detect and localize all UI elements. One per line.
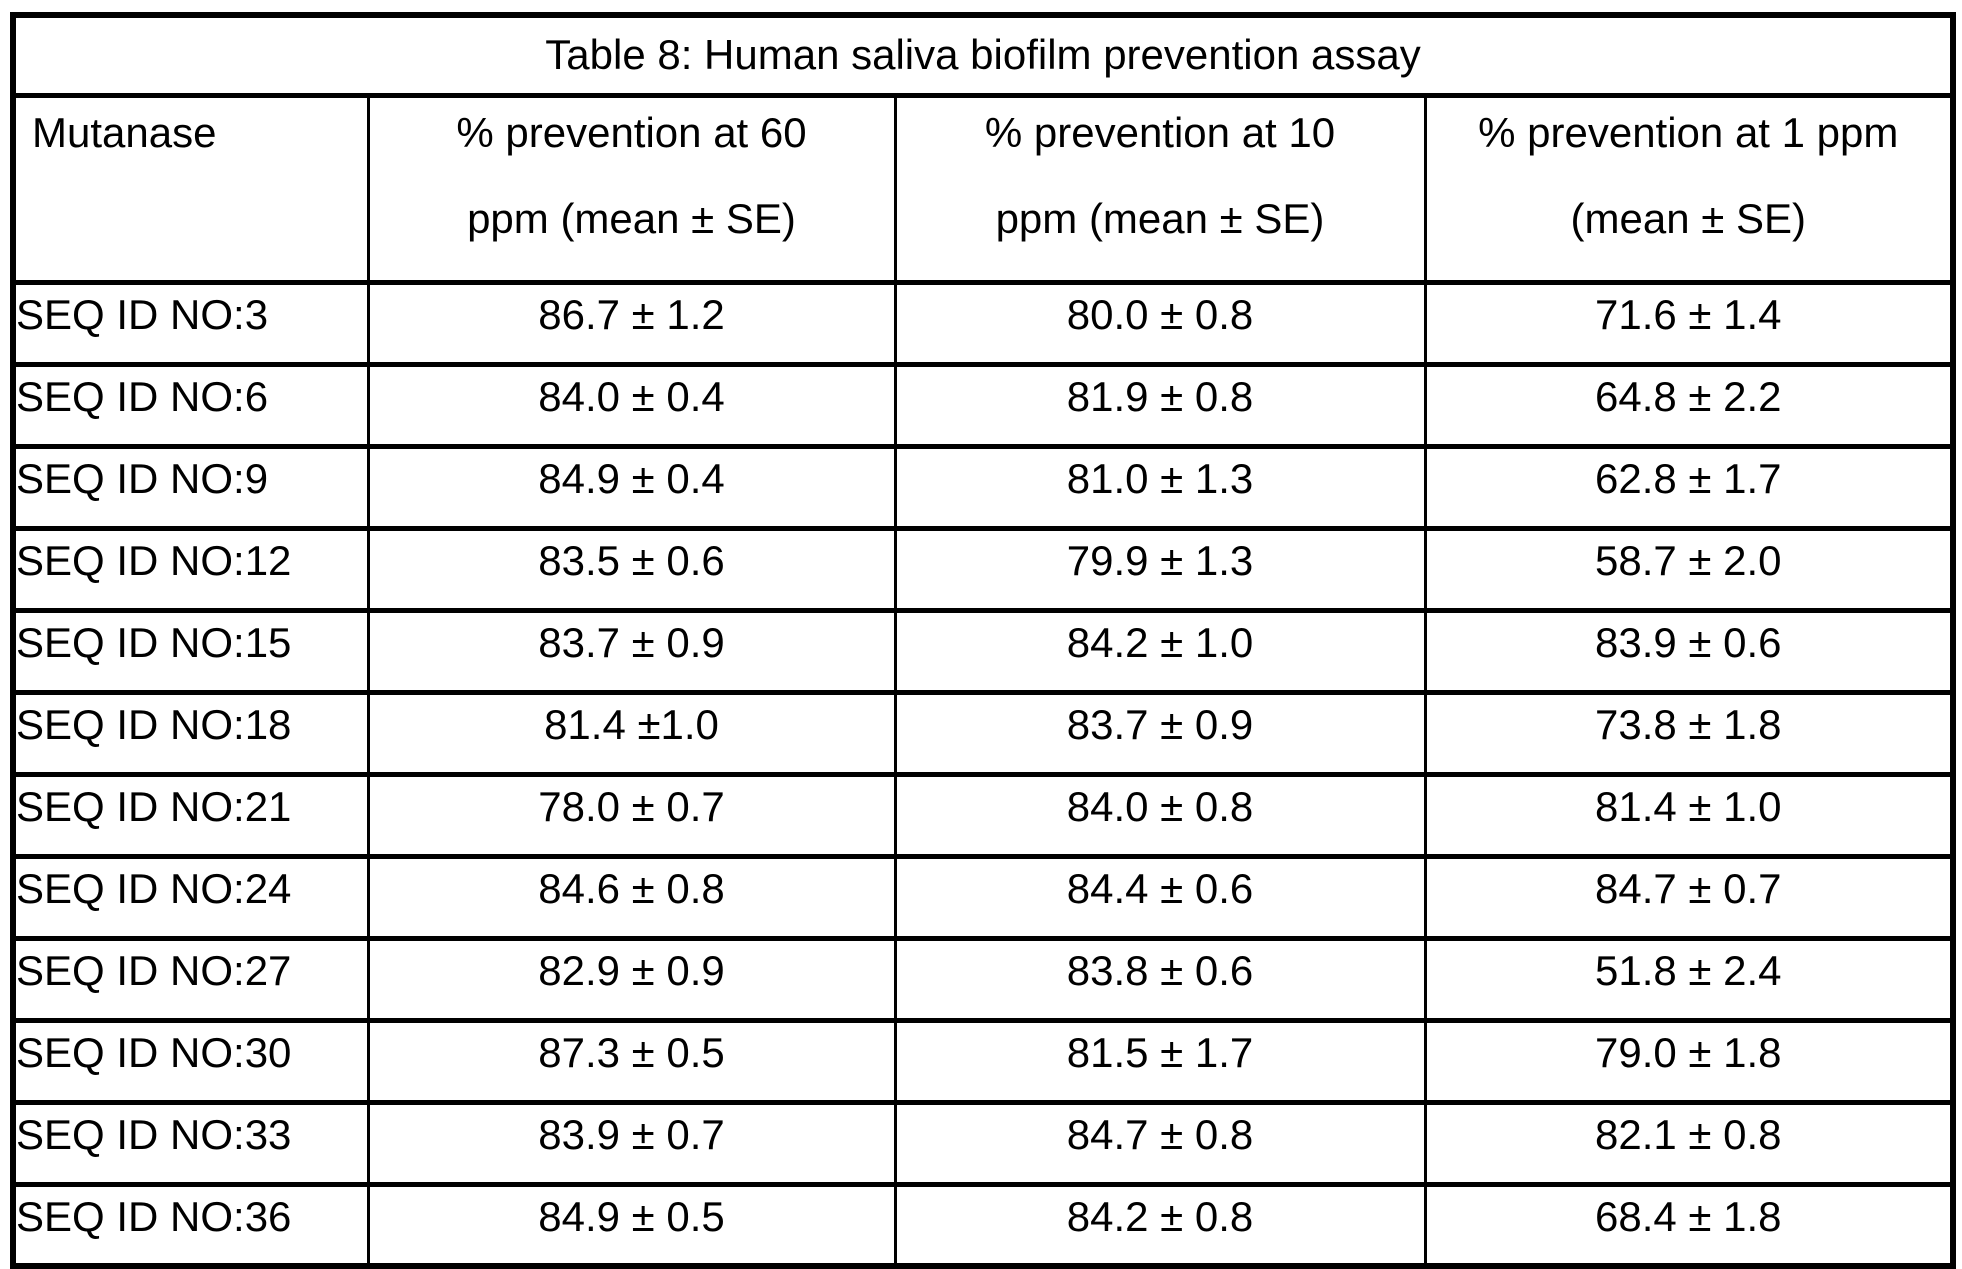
cell-prevention-60ppm: 84.9 ± 0.5 — [366, 1181, 897, 1269]
cell-mutanase: SEQ ID NO:21 — [11, 771, 370, 859]
cell-prevention-10ppm: 81.9 ± 0.8 — [893, 361, 1427, 449]
table-row: SEQ ID NO:18 81.4 ±1.0 83.7 ± 0.9 73.8 ±… — [11, 689, 1955, 777]
cell-prevention-1ppm: 73.8 ± 1.8 — [1423, 689, 1955, 777]
table-row: SEQ ID NO:3 86.7 ± 1.2 80.0 ± 0.8 71.6 ±… — [11, 279, 1955, 367]
cell-prevention-10ppm: 84.7 ± 0.8 — [893, 1099, 1427, 1187]
column-header-mutanase: Mutanase — [11, 92, 370, 285]
cell-prevention-10ppm: 83.8 ± 0.6 — [893, 935, 1427, 1023]
cell-mutanase: SEQ ID NO:27 — [11, 935, 370, 1023]
table-title: Table 8: Human saliva biofilm prevention… — [11, 12, 1955, 98]
cell-prevention-10ppm: 81.0 ± 1.3 — [893, 443, 1427, 531]
column-header-line1: % prevention at 60 — [456, 108, 807, 156]
column-header-line2: (mean ± SE) — [1570, 194, 1806, 242]
cell-prevention-1ppm: 51.8 ± 2.4 — [1423, 935, 1955, 1023]
table-row: SEQ ID NO:15 83.7 ± 0.9 84.2 ± 1.0 83.9 … — [11, 607, 1955, 695]
document-page: Table 8: Human saliva biofilm prevention… — [10, 12, 1956, 1269]
cell-prevention-60ppm: 83.9 ± 0.7 — [366, 1099, 897, 1187]
cell-prevention-60ppm: 81.4 ±1.0 — [366, 689, 897, 777]
cell-prevention-1ppm: 79.0 ± 1.8 — [1423, 1017, 1955, 1105]
cell-prevention-1ppm: 58.7 ± 2.0 — [1423, 525, 1955, 613]
cell-prevention-60ppm: 83.7 ± 0.9 — [366, 607, 897, 695]
cell-mutanase: SEQ ID NO:24 — [11, 853, 370, 941]
column-header-prevention-1ppm: % prevention at 1 ppm (mean ± SE) — [1423, 92, 1955, 285]
cell-mutanase: SEQ ID NO:6 — [11, 361, 370, 449]
cell-prevention-60ppm: 82.9 ± 0.9 — [366, 935, 897, 1023]
cell-prevention-60ppm: 78.0 ± 0.7 — [366, 771, 897, 859]
cell-prevention-10ppm: 83.7 ± 0.9 — [893, 689, 1427, 777]
cell-mutanase: SEQ ID NO:12 — [11, 525, 370, 613]
cell-mutanase: SEQ ID NO:15 — [11, 607, 370, 695]
table-row: SEQ ID NO:12 83.5 ± 0.6 79.9 ± 1.3 58.7 … — [11, 525, 1955, 613]
column-header-prevention-60ppm: % prevention at 60 ppm (mean ± SE) — [366, 92, 897, 285]
cell-prevention-10ppm: 80.0 ± 0.8 — [893, 279, 1427, 367]
cell-prevention-1ppm: 71.6 ± 1.4 — [1423, 279, 1955, 367]
cell-prevention-1ppm: 62.8 ± 1.7 — [1423, 443, 1955, 531]
column-header-line1: % prevention at 1 ppm — [1478, 108, 1899, 156]
cell-prevention-60ppm: 86.7 ± 1.2 — [366, 279, 897, 367]
cell-prevention-1ppm: 84.7 ± 0.7 — [1423, 853, 1955, 941]
cell-prevention-10ppm: 84.0 ± 0.8 — [893, 771, 1427, 859]
cell-prevention-10ppm: 81.5 ± 1.7 — [893, 1017, 1427, 1105]
cell-prevention-10ppm: 84.4 ± 0.6 — [893, 853, 1427, 941]
table-row: SEQ ID NO:6 84.0 ± 0.4 81.9 ± 0.8 64.8 ±… — [11, 361, 1955, 449]
table-row: SEQ ID NO:33 83.9 ± 0.7 84.7 ± 0.8 82.1 … — [11, 1099, 1955, 1187]
column-header-line2 — [32, 194, 367, 280]
table-row: SEQ ID NO:24 84.6 ± 0.8 84.4 ± 0.6 84.7 … — [11, 853, 1955, 941]
column-header-line1: % prevention at 10 — [984, 108, 1336, 156]
column-header-line2: ppm (mean ± SE) — [467, 194, 796, 242]
table-row: SEQ ID NO:27 82.9 ± 0.9 83.8 ± 0.6 51.8 … — [11, 935, 1955, 1023]
cell-prevention-10ppm: 79.9 ± 1.3 — [893, 525, 1427, 613]
cell-prevention-60ppm: 84.9 ± 0.4 — [366, 443, 897, 531]
cell-mutanase: SEQ ID NO:30 — [11, 1017, 370, 1105]
cell-mutanase: SEQ ID NO:36 — [11, 1181, 370, 1269]
cell-mutanase: SEQ ID NO:3 — [11, 279, 370, 367]
table-row: SEQ ID NO:30 87.3 ± 0.5 81.5 ± 1.7 79.0 … — [11, 1017, 1955, 1105]
cell-mutanase: SEQ ID NO:33 — [11, 1099, 370, 1187]
cell-prevention-60ppm: 83.5 ± 0.6 — [366, 525, 897, 613]
table-row: SEQ ID NO:21 78.0 ± 0.7 84.0 ± 0.8 81.4 … — [11, 771, 1955, 859]
cell-prevention-1ppm: 83.9 ± 0.6 — [1423, 607, 1955, 695]
table-row: SEQ ID NO:9 84.9 ± 0.4 81.0 ± 1.3 62.8 ±… — [11, 443, 1955, 531]
cell-prevention-60ppm: 84.6 ± 0.8 — [366, 853, 897, 941]
table-row: SEQ ID NO:36 84.9 ± 0.5 84.2 ± 0.8 68.4 … — [11, 1181, 1955, 1269]
table-title-row: Table 8: Human saliva biofilm prevention… — [11, 12, 1955, 98]
cell-mutanase: SEQ ID NO:9 — [11, 443, 370, 531]
column-header-line2: ppm (mean ± SE) — [995, 194, 1325, 242]
cell-prevention-1ppm: 82.1 ± 0.8 — [1423, 1099, 1955, 1187]
cell-prevention-10ppm: 84.2 ± 1.0 — [893, 607, 1427, 695]
table-header-row: Mutanase % prevention at 60 ppm (mean ± … — [11, 92, 1955, 285]
column-header-prevention-10ppm: % prevention at 10 ppm (mean ± SE) — [893, 92, 1427, 285]
cell-prevention-10ppm: 84.2 ± 0.8 — [893, 1181, 1427, 1269]
cell-prevention-1ppm: 68.4 ± 1.8 — [1423, 1181, 1955, 1269]
biofilm-prevention-assay-table: Table 8: Human saliva biofilm prevention… — [10, 12, 1956, 1269]
cell-prevention-60ppm: 84.0 ± 0.4 — [366, 361, 897, 449]
cell-prevention-60ppm: 87.3 ± 0.5 — [366, 1017, 897, 1105]
cell-prevention-1ppm: 64.8 ± 2.2 — [1423, 361, 1955, 449]
cell-mutanase: SEQ ID NO:18 — [11, 689, 370, 777]
cell-prevention-1ppm: 81.4 ± 1.0 — [1423, 771, 1955, 859]
column-header-line1: Mutanase — [32, 108, 217, 156]
